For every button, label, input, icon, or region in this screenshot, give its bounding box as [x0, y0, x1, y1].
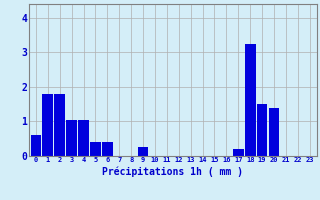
Bar: [233, 149, 244, 156]
Bar: [138, 147, 148, 156]
Bar: [268, 108, 279, 156]
Bar: [31, 135, 41, 156]
X-axis label: Précipitations 1h ( mm ): Précipitations 1h ( mm ): [102, 166, 243, 177]
Bar: [245, 44, 255, 156]
Bar: [102, 142, 113, 156]
Bar: [54, 94, 65, 156]
Bar: [78, 120, 89, 156]
Bar: [257, 104, 268, 156]
Bar: [66, 120, 77, 156]
Bar: [90, 142, 101, 156]
Bar: [43, 94, 53, 156]
